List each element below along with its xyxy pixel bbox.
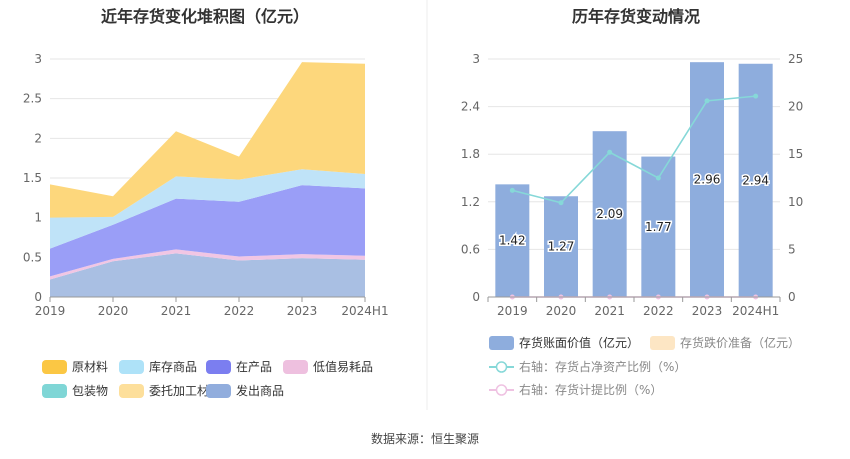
right-y-tick-label: 0 xyxy=(472,290,480,304)
bar-value-label: 1.77 xyxy=(645,220,672,234)
legend-swatch-存货跌价准备（亿元） xyxy=(650,336,675,350)
left-x-tick-label: 2023 xyxy=(287,304,318,318)
legend-label-委托加工材料: 委托加工材料 xyxy=(149,384,221,398)
area-series-原材料 xyxy=(50,62,365,218)
left-y-tick-label: 0 xyxy=(34,290,42,304)
legend-label-原材料: 原材料 xyxy=(72,360,108,374)
right-x-tick-label: 2024H1 xyxy=(732,304,779,318)
legend-label-存货账面价值（亿元）: 存货账面价值（亿元） xyxy=(519,335,639,350)
legend-swatch-委托加工材料 xyxy=(119,384,144,398)
right-y-tick-label: 2.4 xyxy=(461,100,480,114)
area-series-发出商品 xyxy=(50,253,365,297)
line-series-右轴：存货占净资产比例（%） xyxy=(512,95,756,204)
left-x-tick-label: 2021 xyxy=(161,304,192,318)
left-x-tick-label: 2022 xyxy=(224,304,255,318)
legend-marker xyxy=(495,384,508,396)
left-y-tick-label: 0.5 xyxy=(23,250,42,264)
line-point xyxy=(704,98,710,104)
legend-swatch-存货账面价值（亿元） xyxy=(489,336,514,350)
right-x-tick-label: 2022 xyxy=(643,304,674,318)
left-y-tick-label: 1 xyxy=(34,211,42,225)
right-y-tick-label: 1.2 xyxy=(461,195,480,209)
legend-marker xyxy=(495,361,508,373)
bar-2024H1 xyxy=(738,63,773,298)
bar-value-label: 2.09 xyxy=(596,207,623,221)
right-y2-tick-label: 20 xyxy=(788,100,803,114)
area-series-库存商品 xyxy=(50,169,365,249)
area-series-低值易耗品 xyxy=(50,249,365,280)
right-x-tick-label: 2021 xyxy=(594,304,625,318)
left-x-tick-label: 2020 xyxy=(98,304,129,318)
right-y2-tick-label: 10 xyxy=(788,195,803,209)
bar-value-label: 1.27 xyxy=(548,240,575,254)
bar-value-label: 2.94 xyxy=(742,173,769,187)
legend-label-发出商品: 发出商品 xyxy=(236,383,284,398)
legend-label-右轴：存货占净资产比例（%）: 右轴：存货占净资产比例（%） xyxy=(519,359,686,374)
legend-label-存货跌价准备（亿元）: 存货跌价准备（亿元） xyxy=(680,335,800,350)
left-y-tick-label: 2.5 xyxy=(23,92,42,106)
legend-swatch-低值易耗品 xyxy=(283,360,308,374)
line-point xyxy=(753,93,759,99)
legend-label-右轴：存货计提比例（%）: 右轴：存货计提比例（%） xyxy=(519,382,662,397)
bar-2020 xyxy=(544,196,578,297)
right-y-tick-label: 0.6 xyxy=(461,242,480,256)
right-y-tick-label: 1.8 xyxy=(461,147,480,161)
right-x-tick-label: 2019 xyxy=(497,304,528,318)
legend-swatch-库存商品 xyxy=(119,360,144,374)
right-y2-tick-label: 25 xyxy=(788,52,803,66)
data-source: 数据来源：恒生聚源 xyxy=(370,432,479,446)
left-x-tick-label: 2024H1 xyxy=(341,304,388,318)
bar-value-label: 2.96 xyxy=(694,173,721,187)
right-y2-tick-label: 15 xyxy=(788,147,803,161)
right-y-tick-label: 3 xyxy=(472,52,480,66)
bar-2019 xyxy=(495,184,530,297)
left-chart-title: 近年存货变化堆积图（亿元） xyxy=(101,7,309,26)
line-point xyxy=(655,175,661,181)
legend-label-低值易耗品: 低值易耗品 xyxy=(313,359,373,374)
line-point xyxy=(558,200,564,206)
right-x-tick-label: 2023 xyxy=(692,304,723,318)
line-point xyxy=(607,149,613,155)
legend-swatch-发出商品 xyxy=(206,384,231,398)
left-y-tick-label: 3 xyxy=(34,52,42,66)
legend-label-在产品: 在产品 xyxy=(236,360,272,374)
legend-label-包装物: 包装物 xyxy=(72,384,108,398)
left-y-tick-label: 1.5 xyxy=(23,171,42,185)
left-y-tick-label: 2 xyxy=(34,131,42,145)
legend-swatch-在产品 xyxy=(206,360,231,374)
legend-label-库存商品: 库存商品 xyxy=(149,359,197,374)
legend-swatch-原材料 xyxy=(42,360,67,374)
area-series-在产品 xyxy=(50,185,365,277)
right-y2-tick-label: 0 xyxy=(788,290,796,304)
right-chart-title: 历年存货变动情况 xyxy=(572,7,700,26)
right-y2-tick-label: 5 xyxy=(788,242,796,256)
left-x-tick-label: 2019 xyxy=(35,304,66,318)
legend-swatch-包装物 xyxy=(42,384,67,398)
bar-value-label: 1.42 xyxy=(499,234,526,248)
line-point xyxy=(509,187,515,193)
right-x-tick-label: 2020 xyxy=(546,304,577,318)
